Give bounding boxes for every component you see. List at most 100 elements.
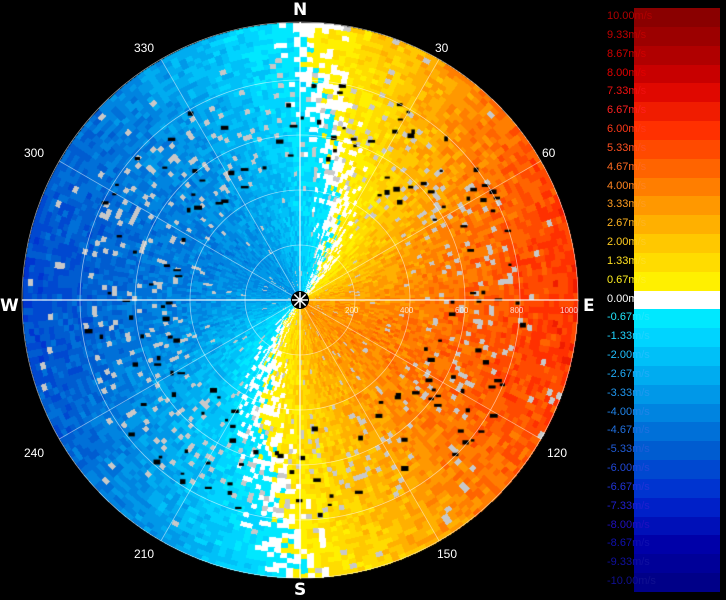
scale-swatch: [634, 234, 720, 253]
scale-swatch: [634, 365, 720, 385]
scale-label: -3.33m/s: [607, 386, 650, 399]
radial-line: [299, 160, 541, 301]
range-label: 200: [345, 306, 359, 315]
scale-swatch: [634, 252, 720, 272]
scale-swatch: [634, 403, 720, 423]
center-mark: [299, 293, 307, 301]
scale-entry: -6.00m/s: [604, 460, 726, 479]
scale-entry: -5.33m/s: [604, 441, 726, 461]
scale-swatch: [634, 196, 720, 216]
scale-entry: -2.67m/s: [604, 365, 726, 385]
scale-swatch: [634, 573, 720, 592]
scale-entry: -10.00m/s: [604, 573, 726, 592]
scale-entry: -4.67m/s: [604, 422, 726, 442]
center-mark: [293, 293, 301, 301]
scale-swatch: [634, 384, 720, 404]
scale-entry: -9.33m/s: [604, 554, 726, 574]
bearing-label: 30: [435, 41, 449, 55]
scale-entry: 10.00m/s: [604, 8, 726, 27]
range-label: 800: [510, 306, 524, 315]
bearing-label: 120: [547, 446, 568, 460]
scale-label: 3.33m/s: [607, 198, 647, 211]
scale-entry: 7.33m/s: [604, 83, 726, 103]
bearing-label: 210: [134, 547, 155, 561]
scale-swatch: [634, 290, 720, 310]
scale-label: 8.00m/s: [607, 66, 647, 79]
scale-label: 8.67m/s: [607, 47, 647, 60]
scale-swatch: [634, 83, 720, 103]
center-mark: [299, 299, 307, 307]
bearing-label: 240: [24, 446, 45, 460]
scale-entry: 9.33m/s: [604, 26, 726, 46]
scale-swatch: [634, 45, 720, 65]
scale-label: -2.67m/s: [607, 367, 650, 380]
scale-swatch: [634, 422, 720, 442]
scale-entry: 6.67m/s: [604, 102, 726, 122]
bearing-label: 300: [24, 146, 45, 160]
scale-label: 9.33m/s: [607, 28, 647, 41]
radial-line: [160, 299, 301, 541]
scale-swatch: [634, 121, 720, 140]
scale-entry: 3.33m/s: [604, 196, 726, 216]
scale-label: -5.33m/s: [607, 443, 650, 456]
scale-label: -6.67m/s: [607, 480, 650, 493]
scale-entry: -8.67m/s: [604, 535, 726, 555]
scale-entry: -2.00m/s: [604, 347, 726, 366]
scale-swatch: [634, 158, 720, 178]
compass-south-label: S: [294, 580, 307, 600]
scale-swatch: [634, 535, 720, 555]
scale-swatch: [634, 8, 720, 27]
scale-entry: 0.67m/s: [604, 271, 726, 291]
scale-label: 2.67m/s: [607, 217, 647, 230]
scale-swatch: [634, 215, 720, 235]
scale-swatch: [634, 102, 720, 122]
range-label: 1000: [560, 306, 578, 315]
scale-label: -8.67m/s: [607, 537, 650, 550]
scale-label: 4.67m/s: [607, 160, 647, 173]
scale-entry: -7.33m/s: [604, 497, 726, 517]
scale-swatch: [634, 516, 720, 536]
scale-entry: -3.33m/s: [604, 384, 726, 404]
radial-line: [59, 299, 301, 440]
scale-label: -0.67m/s: [607, 311, 650, 324]
scale-label: -1.33m/s: [607, 330, 650, 343]
scale-entry: 2.67m/s: [604, 215, 726, 235]
scale-label: -4.00m/s: [607, 405, 650, 418]
radial-line: [59, 160, 301, 301]
scale-label: -2.00m/s: [607, 349, 650, 362]
scale-swatch: [634, 177, 720, 197]
scale-label: 4.00m/s: [607, 179, 647, 192]
scale-entry: 2.00m/s: [604, 234, 726, 253]
compass-north-label: N: [293, 0, 308, 20]
bearing-label: 330: [134, 41, 155, 55]
scale-label: 0.67m/s: [607, 273, 647, 286]
scale-label: -8.00m/s: [607, 518, 650, 531]
scale-label: 6.67m/s: [607, 104, 647, 117]
scale-entry: 0.00m/s: [604, 290, 726, 310]
compass-west-label: W: [0, 296, 19, 316]
scale-swatch: [634, 554, 720, 574]
scale-label: -9.33m/s: [607, 556, 650, 569]
scale-swatch: [634, 441, 720, 461]
scale-label: 0.00m/s: [607, 292, 647, 305]
radial-line: [299, 299, 541, 440]
scale-entry: 6.00m/s: [604, 121, 726, 140]
scale-label: 1.33m/s: [607, 254, 647, 267]
scale-label: 2.00m/s: [607, 236, 647, 249]
scale-swatch: [634, 478, 720, 498]
range-label: 400: [400, 306, 414, 315]
scale-swatch: [634, 460, 720, 479]
scale-entry: 4.67m/s: [604, 158, 726, 178]
scale-entry: -8.00m/s: [604, 516, 726, 536]
scale-entry: 1.33m/s: [604, 252, 726, 272]
scale-label: 7.33m/s: [607, 85, 647, 98]
scale-entry: 5.33m/s: [604, 139, 726, 159]
scale-swatch: [634, 328, 720, 348]
scale-swatch: [634, 347, 720, 366]
bearing-label: 150: [437, 547, 458, 561]
scale-entry: -1.33m/s: [604, 328, 726, 348]
scale-entry: 4.00m/s: [604, 177, 726, 197]
scale-entry: 8.67m/s: [604, 45, 726, 65]
bearing-label: 60: [542, 146, 556, 160]
scale-label: -6.00m/s: [607, 462, 650, 475]
